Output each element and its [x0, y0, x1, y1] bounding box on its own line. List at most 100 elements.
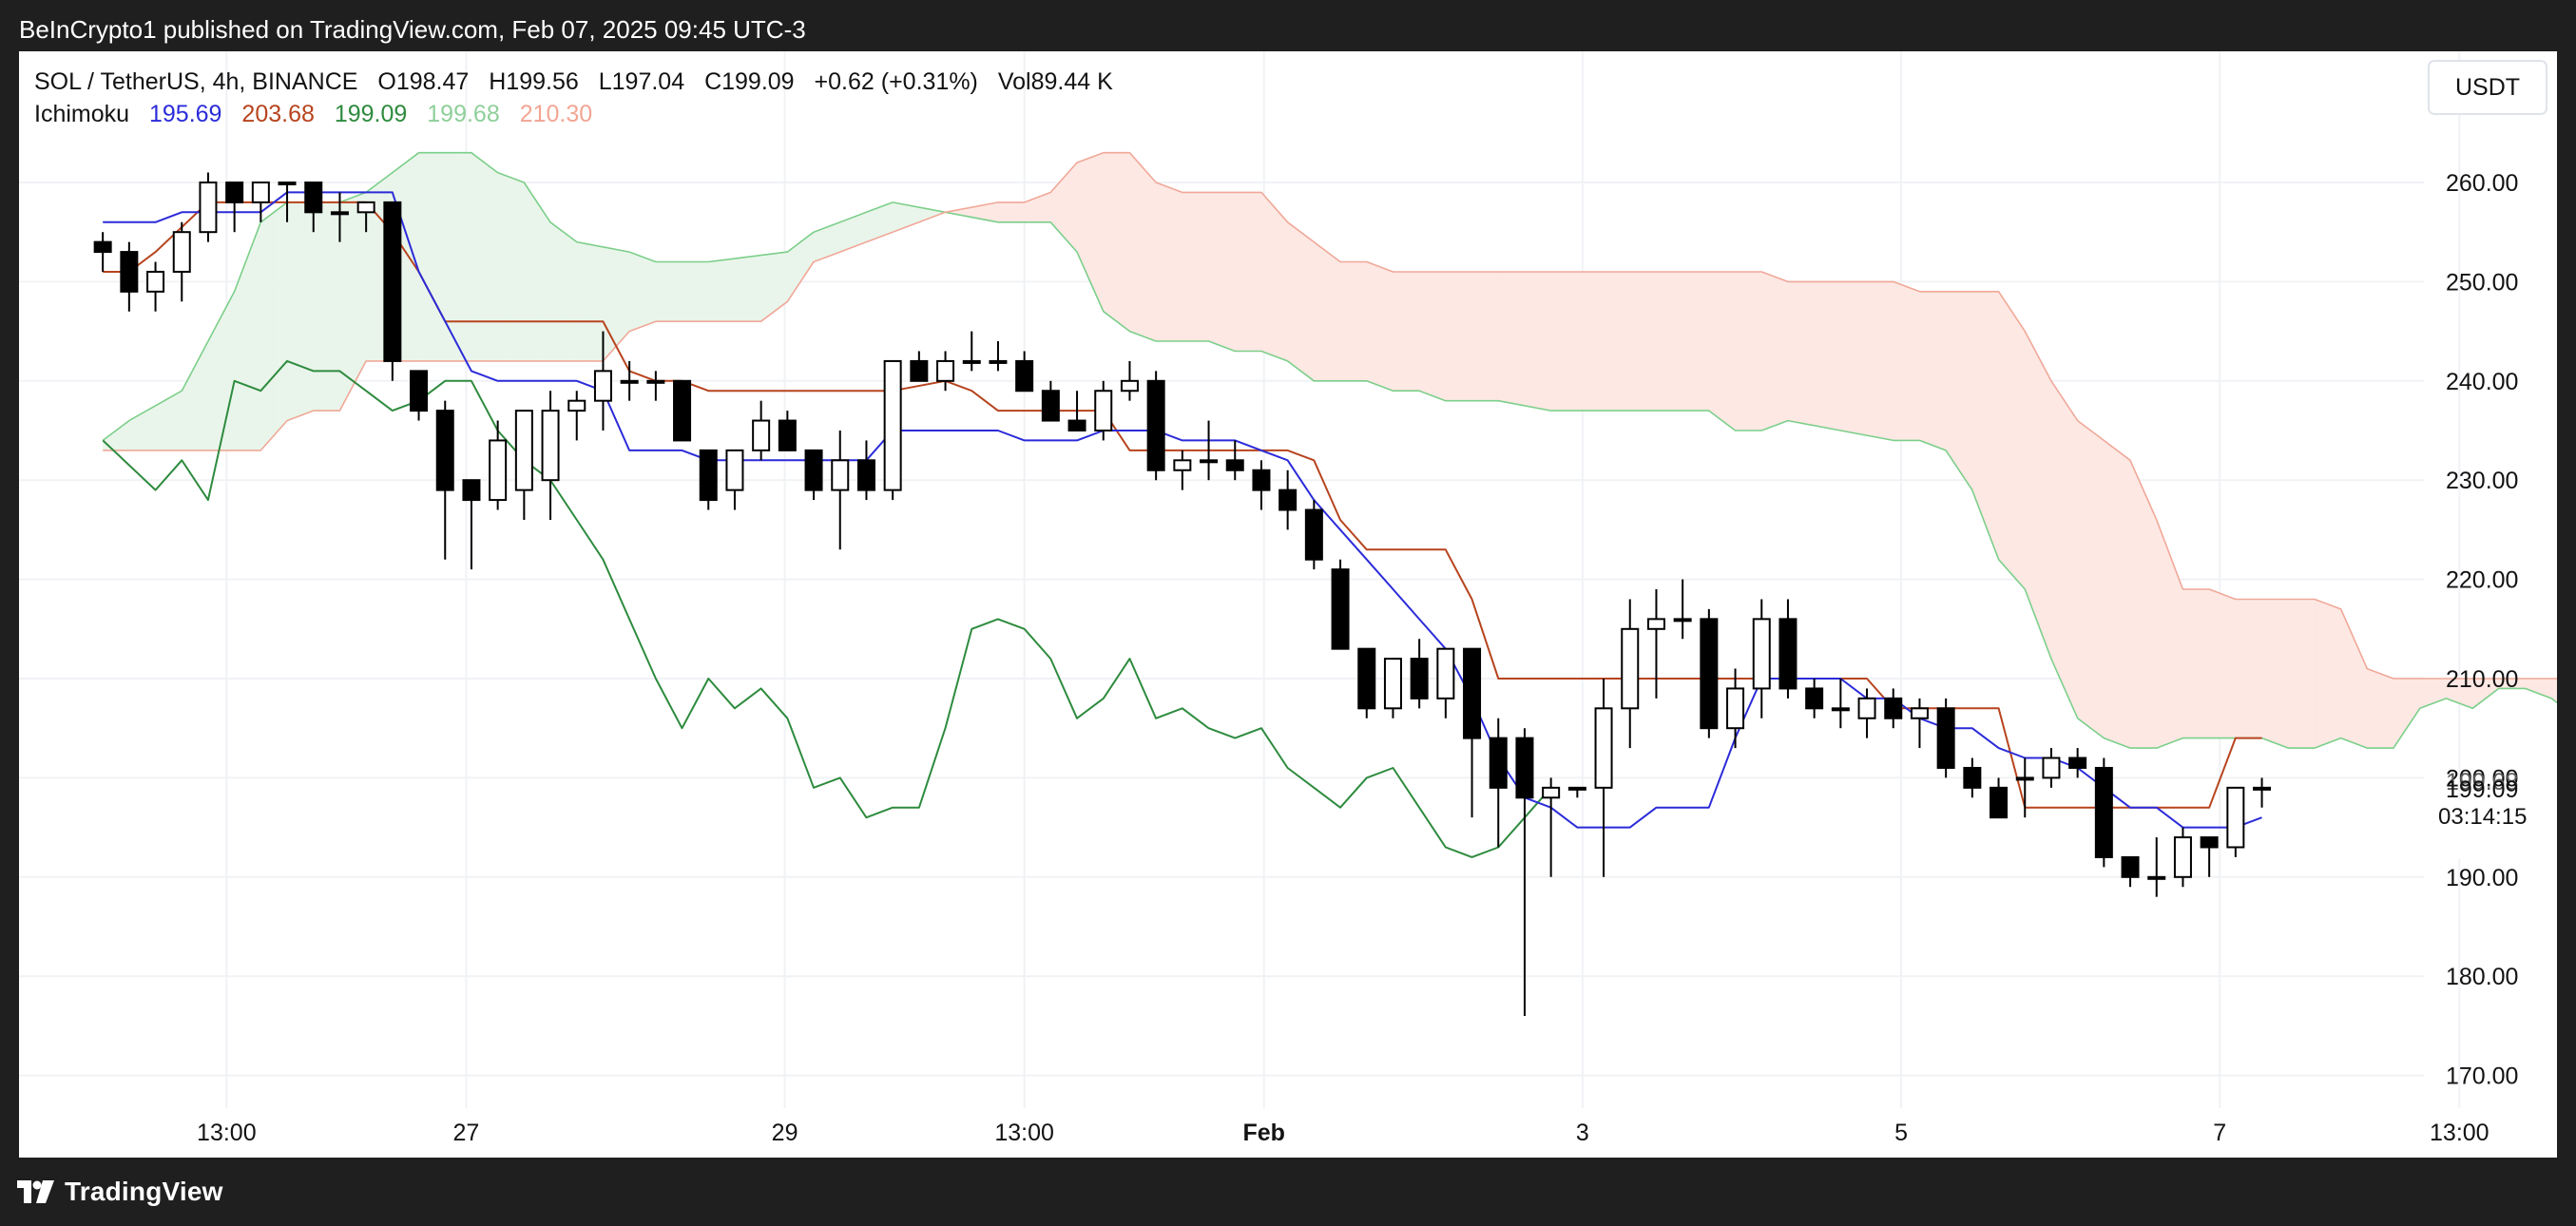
candle-body-up — [2147, 875, 2166, 880]
cloud-slice — [1807, 281, 1811, 426]
cloud-slice — [637, 255, 642, 329]
cloud-slice — [2077, 419, 2081, 721]
cloud-slice — [1630, 271, 1634, 412]
currency-button-label[interactable]: USDT — [2455, 74, 2520, 101]
cloud-slice — [210, 331, 214, 451]
price-tick-label: 260.00 — [2446, 170, 2518, 197]
legend-chikou-value: 199.09 — [335, 101, 407, 127]
cloud-slice — [375, 182, 378, 362]
candle — [1120, 360, 1139, 401]
candle-body-up — [936, 359, 955, 382]
chart-svg[interactable]: 170.00 180.00 190.00 200.00 210.00 220.00 230.… — [19, 51, 2557, 1158]
chart-panel[interactable]: 170.00 180.00 190.00 200.00 210.00 220.00 230.… — [19, 51, 2557, 1158]
cloud-slice — [2316, 599, 2320, 748]
cloud-slice — [1588, 271, 1592, 412]
cloud-slice — [351, 196, 355, 389]
cloud-slice — [1274, 206, 1278, 358]
cloud-slice — [344, 199, 348, 402]
cloud-slice — [182, 384, 185, 451]
cloud-slice — [1776, 277, 1779, 426]
cloud-slice — [2250, 599, 2254, 738]
cloud-slice — [2109, 444, 2113, 742]
cloud-slice — [726, 259, 730, 322]
cloud-slice — [1607, 271, 1611, 412]
cloud-slice — [515, 179, 519, 362]
cloud-slice — [1360, 261, 1364, 382]
cloud-slice — [1060, 177, 1064, 238]
cloud-slice — [513, 178, 517, 362]
cloud-slice — [1424, 271, 1428, 394]
cloud-slice — [1811, 281, 1816, 427]
cloud-slice — [1555, 271, 1559, 412]
legend-indicator: Ichimoku — [34, 101, 129, 127]
cloud-slice — [1586, 271, 1589, 412]
candle-body-down — [1015, 359, 1034, 393]
cloud-slice — [616, 249, 620, 347]
cloud-slice — [1718, 271, 1721, 420]
cloud-slice — [1389, 270, 1393, 392]
price-tick-label: 240.00 — [2446, 369, 2518, 395]
cloud-slice — [1245, 192, 1249, 352]
cloud-slice — [1182, 192, 1186, 342]
cloud-slice — [2520, 678, 2524, 689]
cloud-slice — [539, 204, 543, 362]
candle — [2015, 757, 2034, 818]
cloud-slice — [2253, 599, 2257, 738]
candle — [699, 449, 718, 510]
cloud-slice — [1100, 152, 1104, 311]
cloud-slice — [1656, 271, 1661, 412]
cloud-slice — [1755, 271, 1759, 431]
cloud-slice — [785, 250, 789, 304]
cloud-slice — [1710, 271, 1714, 415]
cloud-slice — [1170, 187, 1174, 342]
cloud-slice — [163, 399, 167, 451]
cloud-slice — [2323, 602, 2327, 745]
cloud-slice — [1661, 271, 1664, 412]
candle — [1963, 757, 1982, 798]
cloud-slice — [1624, 271, 1627, 412]
candle — [1173, 450, 1192, 490]
currency-button[interactable]: USDT — [2428, 60, 2547, 115]
cloud-slice — [1413, 271, 1416, 392]
cloud-slice — [1375, 264, 1378, 386]
cloud-slice — [1295, 227, 1298, 370]
cloud-slice — [464, 152, 468, 362]
cloud-slice — [759, 255, 763, 322]
cloud-slice — [226, 300, 230, 451]
cloud-slice — [753, 255, 757, 322]
cloud-slice — [1140, 163, 1144, 337]
cloud-slice — [2274, 599, 2278, 745]
cloud-slice — [996, 201, 1000, 223]
cloud-slice — [332, 201, 336, 412]
cloud-slice — [2528, 678, 2531, 691]
cloud-slice — [1797, 281, 1801, 424]
candle — [330, 192, 349, 242]
cloud-slice — [287, 201, 292, 421]
cloud-slice — [279, 205, 282, 431]
cloud-slice — [1729, 271, 1733, 430]
candle-body-up — [489, 439, 508, 502]
cloud-slice — [1154, 180, 1158, 342]
cloud-slice — [628, 251, 632, 333]
candle — [383, 201, 402, 381]
candle-body-down — [673, 379, 692, 442]
tradingview-logo[interactable]: TradingView — [17, 1177, 223, 1207]
cloud-slice — [1990, 291, 1993, 545]
cloud-slice — [1879, 281, 1883, 439]
cloud-slice — [1774, 276, 1778, 427]
cloud-slice — [1431, 271, 1434, 397]
cloud-slice — [1886, 281, 1891, 441]
cloud-slice — [1048, 191, 1052, 223]
cloud-slice — [1673, 271, 1677, 412]
cloud-slice — [1835, 281, 1838, 431]
cloud-slice — [2297, 599, 2301, 749]
cloud-slice — [663, 261, 667, 322]
cloud-slice — [1964, 291, 1968, 484]
cloud-slice — [2328, 603, 2332, 743]
cloud-slice — [1668, 271, 1672, 412]
cloud-slice — [1703, 271, 1707, 412]
cloud-slice — [456, 152, 460, 362]
price-tick-label: 190.00 — [2446, 865, 2518, 891]
candle — [1252, 460, 1271, 510]
cloud-slice — [379, 180, 383, 362]
